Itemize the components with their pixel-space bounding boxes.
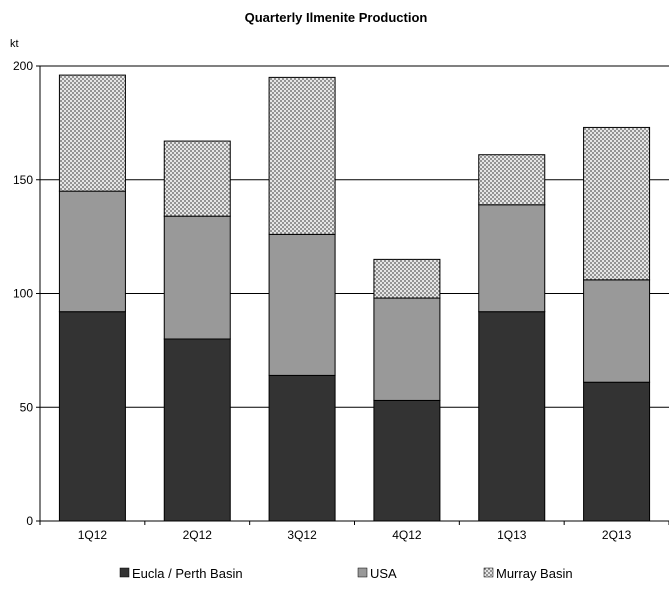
bars — [58, 74, 651, 522]
bar-segment-2Q12-series-2 — [163, 140, 231, 217]
bar-segment-2Q12-series-1 — [163, 215, 231, 340]
x-tick-label: 3Q12 — [287, 528, 317, 542]
x-tick-label: 1Q13 — [497, 528, 527, 542]
legend-label: Murray Basin — [496, 566, 573, 581]
legend: Eucla / Perth Basin USA Murray Basin — [119, 566, 573, 581]
bar-segment-1Q12-series-0 — [58, 311, 126, 522]
x-tick-label: 2Q13 — [602, 528, 632, 542]
bar-segment-1Q12-series-2 — [58, 74, 126, 192]
legend-swatch — [119, 567, 130, 578]
x-tick-label: 4Q12 — [392, 528, 422, 542]
y-tick-label: 200 — [13, 59, 33, 73]
axes: 0 50 100 150 200 1Q12 2Q12 3Q12 4Q12 1Q13 2Q13 — [13, 59, 669, 542]
bar-segment-3Q12-series-0 — [268, 374, 336, 522]
x-tick-label: 1Q12 — [78, 528, 108, 542]
bar-segment-1Q13-series-2 — [478, 154, 546, 206]
bar-segment-2Q13-series-1 — [583, 279, 651, 383]
legend-label: Eucla / Perth Basin — [132, 566, 243, 581]
legend-swatch — [483, 567, 494, 578]
bar-segment-4Q12-series-1 — [373, 297, 441, 401]
y-tick-label: 100 — [13, 287, 33, 301]
x-tick-label: 2Q12 — [183, 528, 213, 542]
bar-segment-2Q13-series-0 — [583, 381, 651, 522]
gridlines — [40, 65, 669, 408]
y-tick-label: 0 — [26, 514, 33, 528]
bar-segment-1Q12-series-1 — [58, 190, 126, 313]
legend-label: USA — [370, 566, 397, 581]
bar-segment-2Q13-series-2 — [583, 126, 651, 281]
bar-segment-4Q12-series-0 — [373, 399, 441, 522]
legend-swatch — [357, 567, 368, 578]
bar-segment-1Q13-series-1 — [478, 204, 546, 313]
y-tick-label: 50 — [20, 400, 34, 414]
y-tick-label: 150 — [13, 173, 33, 187]
bar-segment-2Q12-series-0 — [163, 338, 231, 522]
y-axis-unit-label: kt — [10, 38, 19, 50]
chart-title: Quarterly Ilmenite Production — [245, 10, 428, 25]
bar-segment-3Q12-series-2 — [268, 76, 336, 235]
bar-segment-4Q12-series-2 — [373, 258, 441, 299]
bar-segment-1Q13-series-0 — [478, 311, 546, 522]
bar-segment-3Q12-series-1 — [268, 233, 336, 376]
